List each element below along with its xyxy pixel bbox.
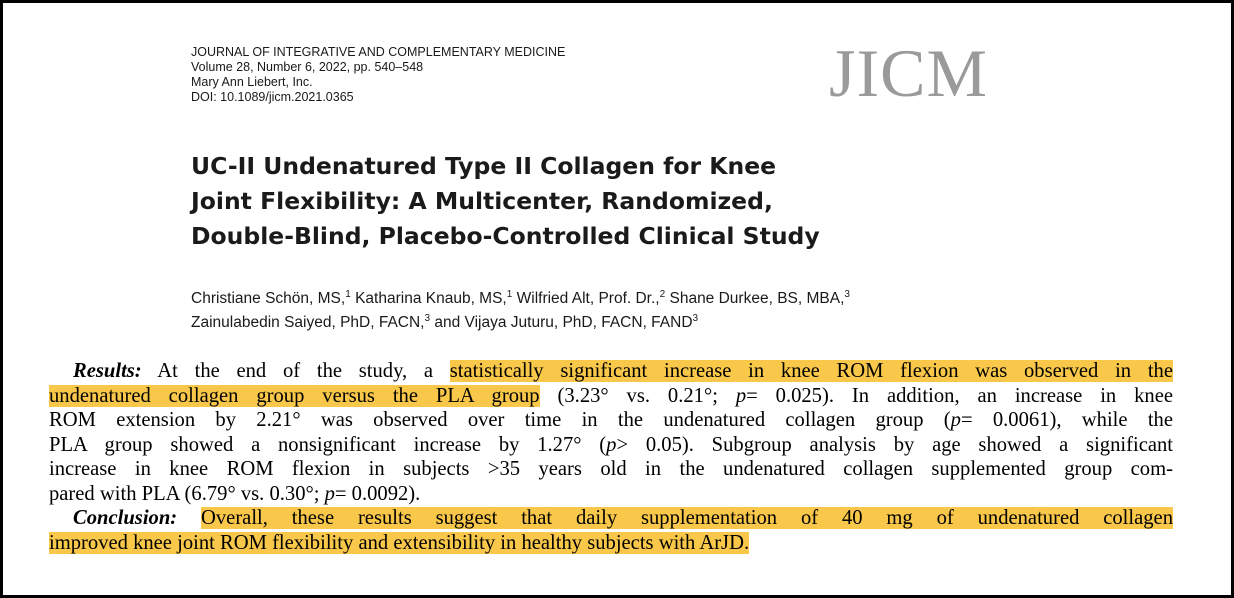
journal-publisher: Mary Ann Liebert, Inc. bbox=[191, 75, 313, 89]
author-knaub[interactable]: Katharina Knaub, MS, bbox=[355, 290, 507, 307]
results-highlight: statistically significant increase in kn… bbox=[449, 360, 1173, 382]
title-line-3: Double-Blind, Placebo-Controlled Clinica… bbox=[191, 222, 820, 250]
title-line-1: UC-II Undenatured Type II Collagen for K… bbox=[191, 152, 777, 180]
journal-meta: JOURNAL OF INTEGRATIVE AND COMPLEMENTARY… bbox=[191, 45, 565, 105]
author-line-2: Zainulabedin Saiyed, PhD, FACN,3 and Vij… bbox=[191, 311, 850, 335]
affiliation-mark: 3 bbox=[692, 313, 699, 324]
conclusion-line-2: improved knee joint ROM flexibility and … bbox=[49, 531, 1173, 556]
article-title: UC-II Undenatured Type II Collagen for K… bbox=[191, 149, 891, 254]
p-symbol: p bbox=[735, 384, 747, 407]
journal-doi[interactable]: DOI: 10.1089/jicm.2021.0365 bbox=[191, 90, 354, 104]
author-line-1: Christiane Schön, MS,1 Katharina Knaub, … bbox=[191, 287, 850, 311]
affiliation-mark: 1 bbox=[345, 289, 351, 300]
results-line-1: Results: At the end of the study, a stat… bbox=[49, 359, 1173, 384]
author-juturu[interactable]: and Vijaya Juturu, PhD, FACN, FAND bbox=[434, 314, 693, 331]
author-alt[interactable]: Wilfried Alt, Prof. Dr., bbox=[516, 290, 660, 307]
abstract-excerpt: Results: At the end of the study, a stat… bbox=[49, 359, 1173, 555]
results-line-3: ROM extension by 2.21° was observed over… bbox=[49, 408, 1173, 433]
conclusion-line-1: Conclusion: Overall, these results sugge… bbox=[49, 506, 1173, 531]
results-text: = 0.0061), while the bbox=[960, 409, 1173, 431]
conclusion-highlight: improved knee joint ROM flexibility and … bbox=[49, 531, 750, 554]
author-schon[interactable]: Christiane Schön, MS, bbox=[191, 290, 346, 307]
results-text: ROM extension by 2.21° was observed over… bbox=[49, 409, 951, 431]
journal-volume: Volume 28, Number 6, 2022, pp. 540–548 bbox=[191, 60, 424, 74]
results-highlight: undenatured collagen group versus the PL… bbox=[49, 384, 540, 407]
results-text: PLA group showed a nonsignificant increa… bbox=[49, 433, 607, 456]
results-line-6: pared with PLA (6.79° vs. 0.30°; p= 0.00… bbox=[49, 482, 1173, 507]
results-text: pared with PLA (6.79° vs. 0.30°; bbox=[49, 482, 320, 505]
results-text: (3.23° vs. 0.21°; bbox=[557, 384, 718, 407]
affiliation-mark: 1 bbox=[506, 289, 513, 300]
affiliation-mark: 3 bbox=[424, 313, 431, 324]
results-line-4: PLA group showed a nonsignificant increa… bbox=[49, 433, 1173, 458]
conclusion-highlight: Overall, these results suggest that dail… bbox=[201, 507, 1173, 529]
affiliation-mark: 3 bbox=[844, 289, 850, 300]
p-symbol: p bbox=[950, 409, 961, 431]
results-line-2: undenatured collagen group versus the PL… bbox=[49, 384, 1173, 409]
p-symbol: p bbox=[606, 433, 617, 456]
results-text: At the end of the study, a bbox=[157, 360, 434, 382]
results-text: > 0.05). Subgroup analysis by age showed… bbox=[616, 433, 1173, 456]
results-line-5: increase in knee ROM flexion in subjects… bbox=[49, 458, 1173, 480]
results-label: Results: bbox=[73, 360, 142, 382]
results-text: = 0.0092). bbox=[334, 482, 421, 505]
author-saiyed[interactable]: Zainulabedin Saiyed, PhD, FACN, bbox=[191, 314, 425, 331]
author-list: Christiane Schön, MS,1 Katharina Knaub, … bbox=[191, 287, 850, 335]
journal-name: JOURNAL OF INTEGRATIVE AND COMPLEMENTARY… bbox=[191, 45, 566, 59]
title-line-2: Joint Flexibility: A Multicenter, Random… bbox=[191, 187, 773, 215]
journal-logo: JICM bbox=[829, 35, 988, 111]
results-text: = 0.025). In addition, an increase in kn… bbox=[746, 384, 1173, 407]
affiliation-mark: 2 bbox=[659, 289, 666, 300]
p-symbol: p bbox=[324, 482, 335, 505]
conclusion-label: Conclusion: bbox=[73, 507, 178, 529]
author-durkee[interactable]: Shane Durkee, BS, MBA, bbox=[669, 290, 845, 307]
